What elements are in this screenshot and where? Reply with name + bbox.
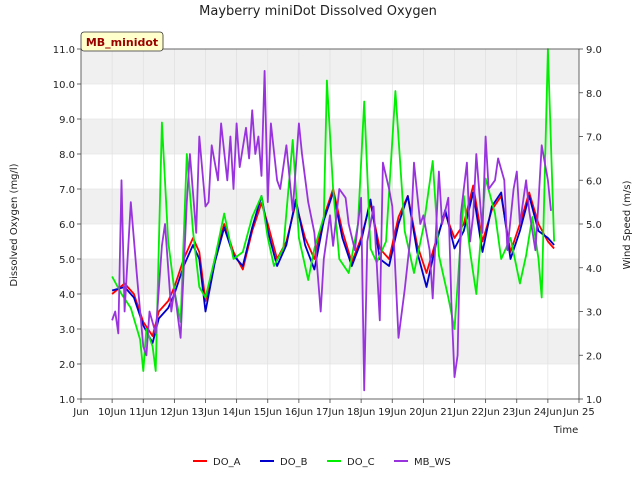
x-tick-label: Jun — [72, 407, 89, 418]
x-tick-label: 11Jun — [129, 407, 157, 418]
y-right-tick-label: 8.0 — [586, 89, 602, 100]
x-tick-label: 10Jun — [98, 407, 126, 418]
y-right-tick-label: 9.0 — [586, 45, 602, 56]
y-right-tick-label: 4.0 — [586, 264, 602, 275]
y-right-tick-label: 5.0 — [586, 220, 602, 231]
y-left-tick-label: 3.0 — [59, 325, 75, 336]
legend-item: MB_WS — [394, 457, 451, 468]
x-tick-label: 13Jun — [191, 407, 219, 418]
y-left-tick-label: 10.0 — [53, 80, 75, 91]
x-tick-label: 22Jun — [471, 407, 499, 418]
x-tick-label: 18Jun — [347, 407, 375, 418]
x-tick-label: 23Jun — [503, 407, 531, 418]
y-right-tick-label: 1.0 — [586, 395, 602, 406]
legend-item: DO_C — [327, 457, 375, 468]
y-left-tick-label: 7.0 — [59, 185, 75, 196]
legend-item: DO_A — [193, 457, 241, 468]
y-left-tick-label: 4.0 — [59, 290, 75, 301]
x-tick-label: 12Jun — [160, 407, 188, 418]
y-left-tick-label: 9.0 — [59, 115, 75, 126]
x-axis-label: Time — [553, 425, 578, 436]
legend-label: MB_WS — [414, 457, 451, 468]
legend: DO_A DO_B DO_C MB_WS — [193, 457, 451, 468]
y-right-tick-label: 7.0 — [586, 133, 602, 144]
legend-label: DO_A — [213, 457, 241, 468]
legend-label: DO_B — [280, 457, 308, 468]
x-tick-label: 15Jun — [254, 407, 282, 418]
x-tick-label: 17Jun — [316, 407, 344, 418]
series-line-mb-ws — [111, 70, 552, 392]
annotation-label: MB_minidot — [86, 36, 158, 49]
x-tick-label: 19Jun — [378, 407, 406, 418]
y-left-tick-label: 1.0 — [59, 395, 75, 406]
legend-label: DO_C — [347, 457, 375, 468]
y-left-tick-label: 6.0 — [59, 220, 75, 231]
y-right-tick-label: 3.0 — [586, 308, 602, 319]
y-axis-right-label: Wind Speed (m/s) — [622, 180, 633, 269]
annotation-box: MB_minidot — [80, 31, 164, 52]
y-left-tick-label: 8.0 — [59, 150, 75, 161]
x-tick-label: 14Jun — [222, 407, 250, 418]
y-left-tick-label: 11.0 — [53, 45, 75, 56]
axis-ticks: 1.0 2.0 3.0 4.0 5.0 6.0 7.0 8.0 9.0 10.0 11.0 1.0 2.… — [53, 45, 602, 418]
x-tick-label: 21Jun — [440, 407, 468, 418]
y-right-tick-label: 6.0 — [586, 176, 602, 187]
x-tick-label: 16Jun — [285, 407, 313, 418]
chart-title: Mayberry miniDot Dissolved Oxygen — [199, 4, 437, 19]
y-left-tick-label: 2.0 — [59, 360, 75, 371]
legend-item: DO_B — [260, 457, 308, 468]
x-tick-label: 24Jun — [534, 407, 562, 418]
x-tick-label: 20Jun — [409, 407, 437, 418]
x-tick-label: Jun 25 — [562, 407, 595, 418]
series-layer — [111, 48, 555, 392]
y-axis-left-label: Dissolved Oxygen (mg/l) — [9, 163, 20, 286]
y-left-tick-label: 5.0 — [59, 255, 75, 266]
y-right-tick-label: 2.0 — [586, 351, 602, 362]
